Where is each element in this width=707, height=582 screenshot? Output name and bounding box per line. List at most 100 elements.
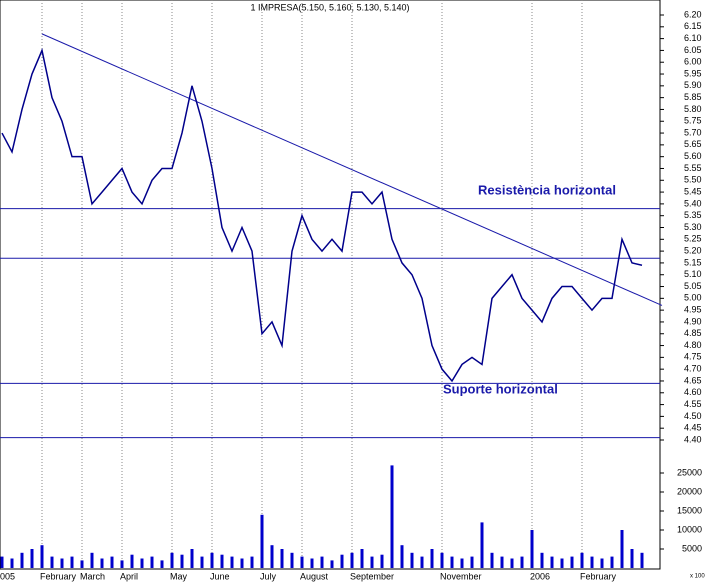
y-tick-label: 5.25 bbox=[684, 234, 702, 244]
y-tick-label: 5.80 bbox=[684, 104, 702, 114]
y-tick-label: 5.85 bbox=[684, 92, 702, 102]
volume-bar bbox=[580, 552, 584, 568]
y-tick-label: 6.15 bbox=[684, 21, 702, 31]
x-tick-label: February bbox=[580, 571, 617, 581]
y2-tick-label: 10000 bbox=[677, 524, 702, 534]
y-tick-label: 4.55 bbox=[684, 399, 702, 409]
volume-bar bbox=[70, 556, 74, 568]
y-tick-label: 5.45 bbox=[684, 186, 702, 196]
volume-bar bbox=[200, 556, 204, 568]
volume-bar bbox=[130, 554, 134, 568]
volume-bar bbox=[310, 558, 314, 568]
volume-bar bbox=[440, 552, 444, 568]
volume-bar bbox=[410, 552, 414, 568]
volume-bar bbox=[380, 554, 384, 568]
y-tick-label: 6.05 bbox=[684, 45, 702, 55]
volume-bar bbox=[370, 556, 374, 568]
volume-bar bbox=[480, 522, 484, 568]
x-tick-label: August bbox=[300, 571, 329, 581]
volume-bar bbox=[100, 558, 104, 568]
x-tick-label: September bbox=[350, 571, 394, 581]
y-tick-label: 5.90 bbox=[684, 80, 702, 90]
volume-bar bbox=[280, 549, 284, 568]
trend-line bbox=[41, 33, 663, 306]
y-tick-label: 5.60 bbox=[684, 151, 702, 161]
volume-bar bbox=[210, 552, 214, 568]
volume-bar bbox=[610, 556, 614, 568]
volume-bar bbox=[290, 552, 294, 568]
x-tick-label: April bbox=[120, 571, 138, 581]
y2-tick-label: 25000 bbox=[677, 467, 702, 477]
volume-bar bbox=[220, 554, 224, 568]
volume-bar bbox=[550, 556, 554, 568]
y-tick-label: 4.40 bbox=[684, 434, 702, 444]
y-tick-label: 5.75 bbox=[684, 116, 702, 126]
volume-bar bbox=[120, 560, 124, 568]
y-tick-label: 6.00 bbox=[684, 57, 702, 67]
volume-bar bbox=[400, 545, 404, 568]
x-tick-label: July bbox=[260, 571, 277, 581]
x-tick-label: March bbox=[80, 571, 105, 581]
x-tick-label: May bbox=[170, 571, 188, 581]
volume-bar bbox=[430, 549, 434, 568]
volume-bar bbox=[330, 560, 334, 568]
y-tick-label: 4.70 bbox=[684, 364, 702, 374]
x-tick-label: February bbox=[40, 571, 77, 581]
y-tick-label: 4.90 bbox=[684, 316, 702, 326]
y-tick-label: 5.50 bbox=[684, 175, 702, 185]
y-tick-label: 4.50 bbox=[684, 411, 702, 421]
volume-bar bbox=[270, 545, 274, 568]
y-tick-label: 5.70 bbox=[684, 127, 702, 137]
volume-bar bbox=[570, 556, 574, 568]
volume-bar bbox=[520, 556, 524, 568]
volume-bar bbox=[190, 549, 194, 568]
volume-bar bbox=[530, 530, 534, 568]
y-tick-label: 4.85 bbox=[684, 328, 702, 338]
volume-bar bbox=[140, 558, 144, 568]
x-tick-label: November bbox=[440, 571, 482, 581]
volume-bar bbox=[320, 556, 324, 568]
volume-bar bbox=[110, 556, 114, 568]
x-tick-label: 005 bbox=[0, 571, 15, 581]
y-tick-label: 5.55 bbox=[684, 163, 702, 173]
volume-bar bbox=[360, 549, 364, 568]
volume-bar bbox=[510, 558, 514, 568]
y2-tick-label: 15000 bbox=[677, 505, 702, 515]
volume-bar bbox=[180, 554, 184, 568]
y-tick-label: 5.05 bbox=[684, 281, 702, 291]
price-line bbox=[1, 47, 643, 383]
volume-bar bbox=[390, 465, 394, 568]
volume-bar bbox=[490, 552, 494, 568]
y-tick-label: 4.80 bbox=[684, 340, 702, 350]
volume-bar bbox=[90, 552, 94, 568]
y-tick-label: 5.00 bbox=[684, 293, 702, 303]
y-tick-label: 5.30 bbox=[684, 222, 702, 232]
plot-frame bbox=[0, 0, 661, 570]
volume-bar bbox=[10, 558, 14, 568]
volume-bar bbox=[170, 552, 174, 568]
volume-bar bbox=[560, 558, 564, 568]
volume-bar bbox=[620, 530, 624, 568]
volume-bar bbox=[600, 558, 604, 568]
y-tick-label: 5.65 bbox=[684, 139, 702, 149]
x-tick-label: 2006 bbox=[530, 571, 550, 581]
y-tick-label: 5.35 bbox=[684, 210, 702, 220]
y-tick-label: 6.10 bbox=[684, 33, 702, 43]
volume-bar bbox=[470, 556, 474, 568]
volume-bar bbox=[50, 556, 54, 568]
volume-unit: x 100 bbox=[690, 574, 705, 580]
volume-bar bbox=[450, 556, 454, 568]
volume-bar bbox=[300, 556, 304, 568]
x-tick-label: June bbox=[210, 571, 230, 581]
volume-bar bbox=[160, 560, 164, 568]
volume-bar bbox=[420, 556, 424, 568]
chart-title: 1 IMPRESA(5.150, 5.160, 5.130, 5.140) bbox=[250, 2, 409, 12]
y-tick-label: 4.60 bbox=[684, 387, 702, 397]
y-tick-label: 5.40 bbox=[684, 198, 702, 208]
volume-bar bbox=[340, 554, 344, 568]
volume-bar bbox=[500, 556, 504, 568]
y-tick-label: 6.20 bbox=[684, 9, 702, 19]
volume-bar bbox=[240, 558, 244, 568]
volume-bar bbox=[260, 514, 264, 568]
